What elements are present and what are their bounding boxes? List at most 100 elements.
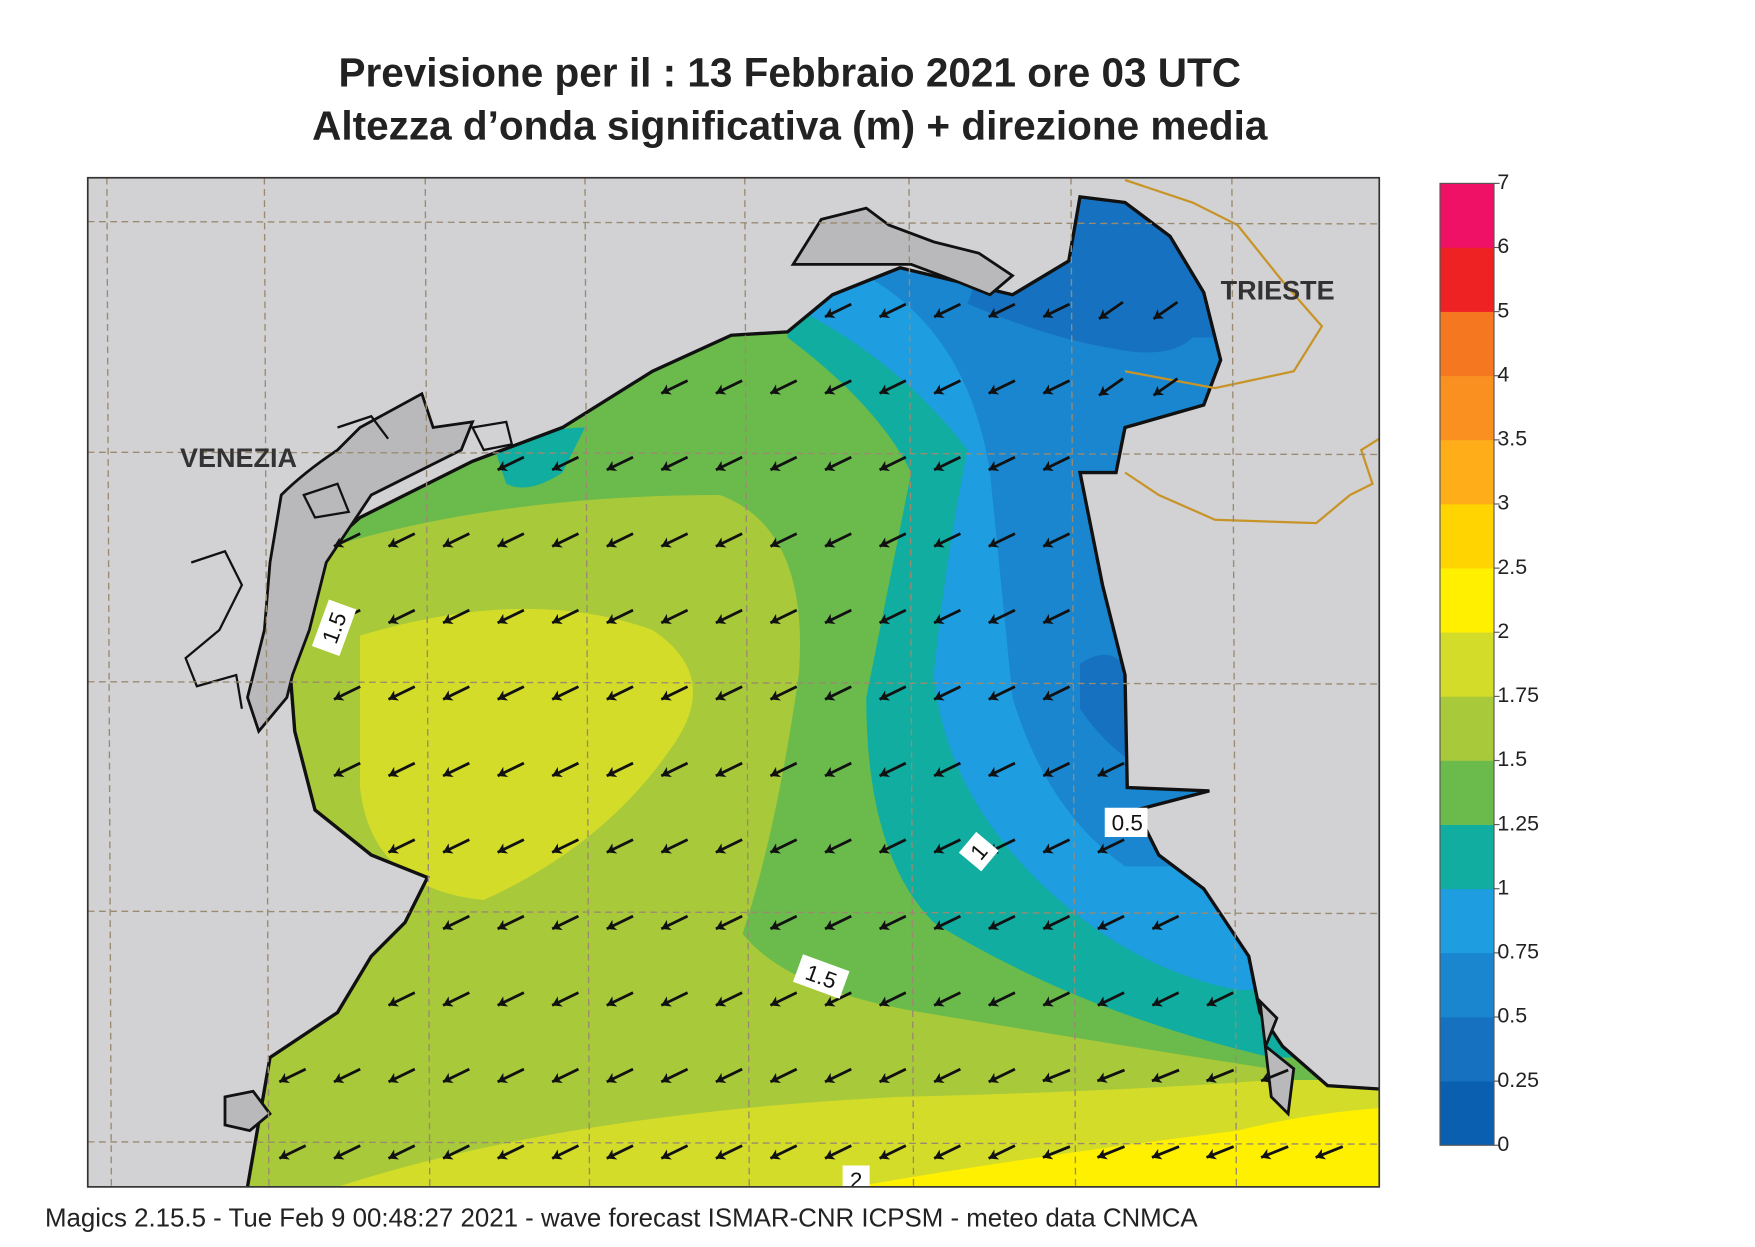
arrow <box>442 914 470 931</box>
arrow-head <box>824 996 836 1007</box>
arrow <box>824 608 852 625</box>
arrow-head <box>934 690 945 701</box>
arrow-head <box>988 996 1000 1007</box>
arrow-head <box>497 537 509 548</box>
arrow <box>878 302 907 319</box>
arrow-head <box>333 537 345 548</box>
arrow <box>769 914 798 931</box>
arrow <box>1042 1145 1071 1160</box>
colorbar-tick-label: 3.5 <box>1497 427 1527 451</box>
arrow-head <box>1043 307 1054 319</box>
arrow <box>933 455 962 472</box>
arrow-head <box>879 460 891 472</box>
arrow <box>824 379 852 395</box>
arrow-head <box>824 460 836 472</box>
arrow <box>878 455 907 472</box>
arrow-head <box>661 996 672 1007</box>
arrow <box>769 455 798 472</box>
arrow-head <box>497 1072 509 1084</box>
arrow-head <box>552 690 563 701</box>
arrow <box>1097 761 1125 778</box>
arrow-head <box>934 613 945 625</box>
arrow-head <box>443 1149 454 1160</box>
arrow-head <box>388 613 400 625</box>
arrow-head <box>1151 1072 1163 1083</box>
arrow-head <box>879 766 891 778</box>
arrow-head <box>443 996 454 1007</box>
arrow <box>660 1067 689 1084</box>
arrow <box>933 685 962 701</box>
arrow <box>824 1067 852 1084</box>
colorbar-tick-label: 1 <box>1497 875 1509 899</box>
arrow-head <box>770 843 781 854</box>
arrow <box>606 1067 634 1084</box>
arrow-head <box>606 613 618 625</box>
arrow-head <box>879 1149 891 1160</box>
colorbar-tick-label: 5 <box>1497 298 1509 322</box>
contour-label-group: 1 <box>958 831 999 872</box>
arrow-head <box>879 996 891 1007</box>
subtitle: Altezza d’onda significativa (m) + direz… <box>312 103 1268 149</box>
arrow-head <box>1153 385 1165 396</box>
arrow-head <box>333 766 345 778</box>
arrow-head <box>879 384 891 395</box>
arrow-head <box>934 384 945 395</box>
arrow-head <box>661 384 672 395</box>
colorbar-tick-label: 2 <box>1497 619 1509 643</box>
arrow <box>660 914 689 931</box>
arrow-head <box>606 460 618 472</box>
arrow-head <box>1043 384 1054 395</box>
colorbar-tick-label: 0.75 <box>1497 940 1539 964</box>
arrow-head <box>333 1072 345 1084</box>
colorbar-tick-label: 0.5 <box>1497 1004 1527 1028</box>
arrow <box>496 1067 525 1084</box>
arrow-head <box>606 996 618 1007</box>
arrow <box>1098 377 1124 397</box>
arrow-head <box>552 613 563 625</box>
arrow <box>988 532 1016 548</box>
arrow <box>933 991 962 1007</box>
contour-label: 0.5 <box>1112 810 1143 835</box>
arrow-head <box>770 384 781 395</box>
arrow-head <box>988 307 1000 319</box>
arrow <box>551 455 580 472</box>
colorbar-frame <box>1439 182 1495 1146</box>
arrow-head <box>279 1072 290 1084</box>
arrow <box>824 1144 852 1160</box>
arrow <box>769 379 798 395</box>
arrow <box>824 685 852 701</box>
arrow-head <box>1206 1072 1217 1083</box>
arrow-head <box>824 307 836 319</box>
arrow-head <box>934 919 945 931</box>
arrow <box>878 914 907 931</box>
arrow <box>1042 608 1071 625</box>
arrow-head <box>715 843 727 854</box>
arrow <box>824 532 852 548</box>
arrow-head <box>1153 309 1165 319</box>
arrow <box>988 685 1016 701</box>
arrow <box>715 1067 743 1084</box>
colorbar-band <box>1440 760 1494 825</box>
arrow <box>551 914 580 931</box>
arrow-head <box>497 919 509 931</box>
arrow-head <box>1097 919 1109 931</box>
arrow <box>1042 1068 1071 1083</box>
colorbar: 0 0.25 0.5 0.75 1 1.25 1.5 1.75 2 2.5 3 3.5 4 5 6 7 <box>1439 170 1539 1156</box>
arrow <box>278 1144 307 1160</box>
arrow-head <box>770 919 781 931</box>
border <box>1124 178 1380 525</box>
arrow <box>606 608 634 625</box>
arrow <box>442 991 470 1007</box>
arrow-head <box>879 537 891 548</box>
arrow <box>769 685 798 701</box>
map-frame <box>86 176 1381 1188</box>
arrow <box>442 608 470 625</box>
arrow <box>1151 914 1180 931</box>
arrow-head <box>988 766 1000 778</box>
arrow-head <box>443 690 454 701</box>
arrow <box>1260 1068 1289 1083</box>
arrow-head <box>388 1149 400 1160</box>
arrow-head <box>333 690 345 701</box>
arrow <box>878 991 907 1007</box>
field-band <box>1080 654 1137 765</box>
